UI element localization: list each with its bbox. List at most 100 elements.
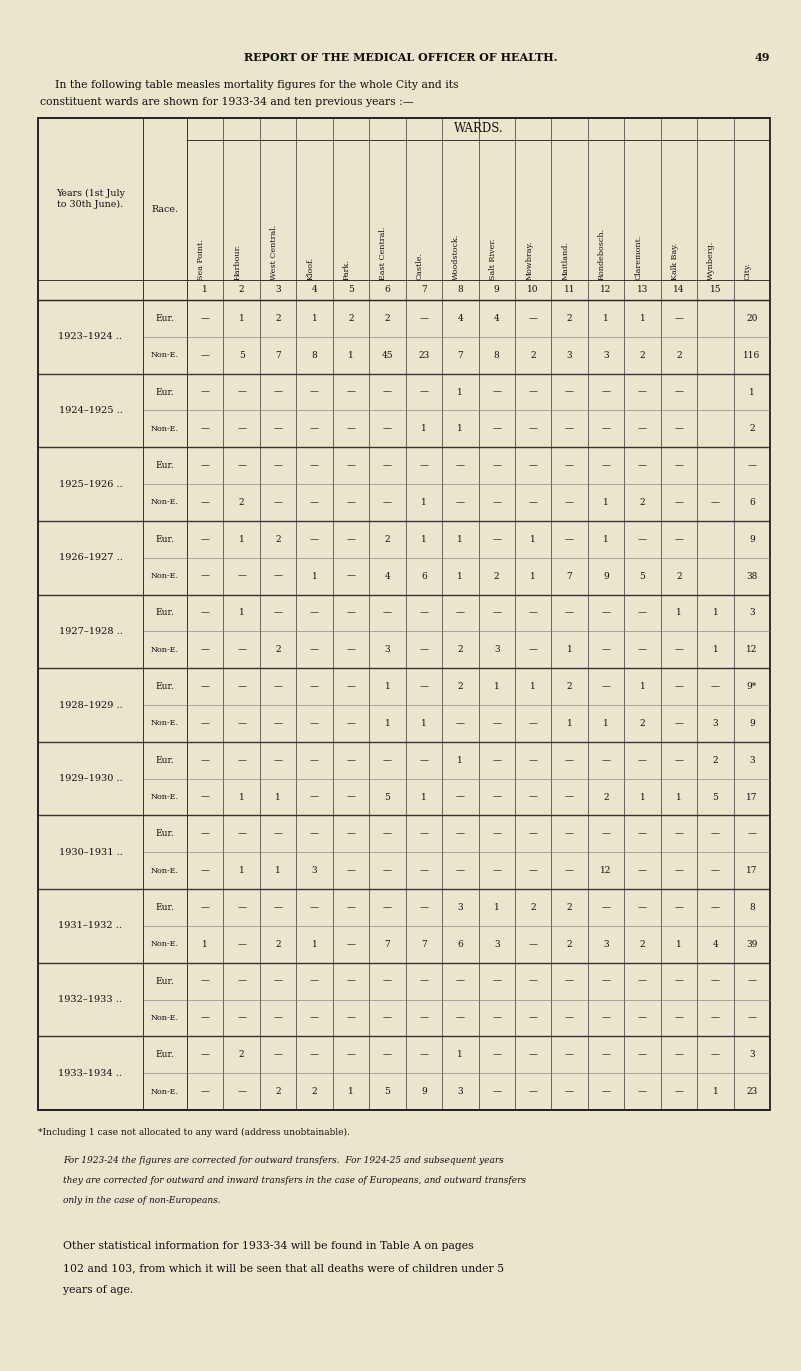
- Text: 1924–1925 ..: 1924–1925 ..: [58, 406, 123, 415]
- Text: 8: 8: [749, 903, 755, 912]
- Text: —: —: [201, 535, 210, 544]
- Text: Non-E.: Non-E.: [151, 499, 179, 506]
- Text: —: —: [674, 683, 683, 691]
- Text: —: —: [237, 461, 246, 470]
- Text: 20: 20: [746, 314, 758, 324]
- Text: —: —: [602, 646, 610, 654]
- Text: —: —: [493, 1013, 501, 1023]
- Text: —: —: [201, 388, 210, 396]
- Text: —: —: [710, 976, 720, 986]
- Text: —: —: [347, 1013, 356, 1023]
- Text: 4: 4: [457, 314, 463, 324]
- Text: —: —: [383, 976, 392, 986]
- Text: —: —: [674, 976, 683, 986]
- Text: —: —: [420, 314, 429, 324]
- Text: —: —: [347, 425, 356, 433]
- Text: Eur.: Eur.: [155, 976, 175, 986]
- Text: 2: 2: [457, 646, 463, 654]
- Text: —: —: [274, 609, 283, 617]
- Text: —: —: [201, 461, 210, 470]
- Text: 17: 17: [746, 866, 758, 875]
- Text: —: —: [274, 683, 283, 691]
- Text: 2: 2: [676, 351, 682, 359]
- Text: 3: 3: [713, 718, 718, 728]
- Text: 1: 1: [530, 572, 536, 581]
- Text: —: —: [602, 461, 610, 470]
- Text: —: —: [201, 314, 210, 324]
- Text: Eur.: Eur.: [155, 903, 175, 912]
- Text: —: —: [529, 939, 537, 949]
- Text: Castle.: Castle.: [416, 252, 424, 280]
- Text: —: —: [602, 425, 610, 433]
- Text: —: —: [274, 755, 283, 765]
- Text: —: —: [456, 609, 465, 617]
- Text: Eur.: Eur.: [155, 461, 175, 470]
- Text: —: —: [201, 903, 210, 912]
- Text: —: —: [347, 976, 356, 986]
- Text: 1923–1924 ..: 1923–1924 ..: [58, 332, 123, 341]
- Text: 5: 5: [384, 792, 390, 802]
- Text: 1: 1: [603, 535, 609, 544]
- Text: —: —: [493, 498, 501, 507]
- Text: 1: 1: [239, 866, 244, 875]
- Text: 45: 45: [381, 351, 393, 359]
- Text: 1: 1: [676, 609, 682, 617]
- Text: only in the case of non-Europeans.: only in the case of non-Europeans.: [63, 1196, 220, 1205]
- Text: —: —: [638, 1050, 647, 1060]
- Text: 1: 1: [421, 535, 427, 544]
- Text: 2: 2: [530, 351, 536, 359]
- Text: —: —: [347, 683, 356, 691]
- Text: —: —: [493, 1087, 501, 1095]
- Text: 2: 2: [494, 572, 500, 581]
- Text: —: —: [710, 903, 720, 912]
- Text: —: —: [493, 792, 501, 802]
- Text: —: —: [638, 1013, 647, 1023]
- Text: 1: 1: [348, 1087, 354, 1095]
- Text: —: —: [310, 646, 319, 654]
- Text: Park.: Park.: [343, 259, 351, 280]
- Text: —: —: [674, 425, 683, 433]
- Text: —: —: [602, 388, 610, 396]
- Text: 1926–1927 ..: 1926–1927 ..: [58, 554, 123, 562]
- Text: —: —: [383, 866, 392, 875]
- Text: —: —: [602, 903, 610, 912]
- Text: —: —: [310, 1050, 319, 1060]
- Text: Other statistical information for 1933-34 will be found in Table A on pages: Other statistical information for 1933-3…: [63, 1241, 473, 1250]
- Text: —: —: [602, 1050, 610, 1060]
- Text: 2: 2: [603, 792, 609, 802]
- Text: —: —: [638, 1087, 647, 1095]
- Text: 39: 39: [746, 939, 758, 949]
- Text: 17: 17: [746, 792, 758, 802]
- Text: —: —: [565, 461, 574, 470]
- Text: 1: 1: [348, 351, 354, 359]
- Text: —: —: [565, 976, 574, 986]
- Text: Non-E.: Non-E.: [151, 720, 179, 728]
- Text: 2: 2: [567, 903, 573, 912]
- Text: 7: 7: [276, 351, 281, 359]
- Text: —: —: [674, 755, 683, 765]
- Text: Eur.: Eur.: [155, 314, 175, 324]
- Bar: [38, 118, 770, 1111]
- Text: Eur.: Eur.: [155, 755, 175, 765]
- Text: —: —: [674, 718, 683, 728]
- Text: Wynberg.: Wynberg.: [707, 241, 715, 280]
- Text: —: —: [747, 976, 756, 986]
- Text: —: —: [420, 1013, 429, 1023]
- Text: 8: 8: [457, 285, 463, 295]
- Text: —: —: [383, 1050, 392, 1060]
- Text: —: —: [237, 976, 246, 986]
- Text: —: —: [493, 866, 501, 875]
- Text: —: —: [674, 829, 683, 838]
- Text: —: —: [674, 388, 683, 396]
- Text: —: —: [674, 498, 683, 507]
- Text: 1: 1: [749, 388, 755, 396]
- Text: 2: 2: [276, 314, 281, 324]
- Text: —: —: [383, 425, 392, 433]
- Text: —: —: [493, 976, 501, 986]
- Text: 38: 38: [746, 572, 758, 581]
- Text: Woodstock.: Woodstock.: [453, 233, 461, 280]
- Text: Rondebosch.: Rondebosch.: [598, 228, 606, 280]
- Text: 1: 1: [639, 792, 646, 802]
- Text: 4: 4: [712, 939, 718, 949]
- Text: —: —: [420, 1050, 429, 1060]
